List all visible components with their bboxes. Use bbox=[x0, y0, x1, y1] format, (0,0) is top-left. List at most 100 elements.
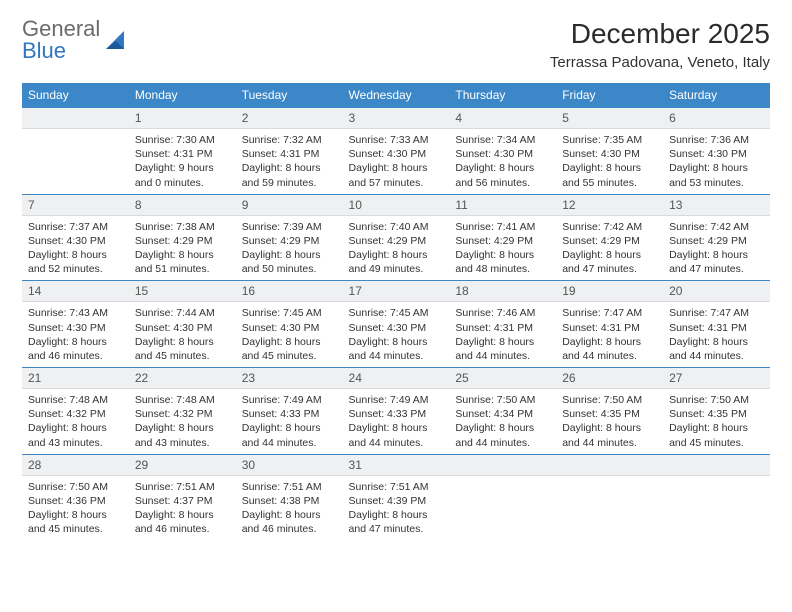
calendar-day-cell: 1Sunrise: 7:30 AMSunset: 4:31 PMDaylight… bbox=[129, 108, 236, 195]
calendar-day-cell: 25Sunrise: 7:50 AMSunset: 4:34 PMDayligh… bbox=[449, 368, 556, 455]
calendar-day-cell: 31Sunrise: 7:51 AMSunset: 4:39 PMDayligh… bbox=[343, 454, 450, 540]
day-number bbox=[22, 108, 129, 129]
day-number: 17 bbox=[343, 281, 450, 302]
calendar-day-cell bbox=[22, 108, 129, 195]
calendar-day-cell: 11Sunrise: 7:41 AMSunset: 4:29 PMDayligh… bbox=[449, 194, 556, 281]
day-number bbox=[449, 455, 556, 476]
day-details: Sunrise: 7:47 AMSunset: 4:31 PMDaylight:… bbox=[663, 302, 770, 367]
day-number: 26 bbox=[556, 368, 663, 389]
day-details: Sunrise: 7:51 AMSunset: 4:39 PMDaylight:… bbox=[343, 476, 450, 541]
day-number: 15 bbox=[129, 281, 236, 302]
day-details: Sunrise: 7:51 AMSunset: 4:37 PMDaylight:… bbox=[129, 476, 236, 541]
day-details: Sunrise: 7:44 AMSunset: 4:30 PMDaylight:… bbox=[129, 302, 236, 367]
calendar-day-cell: 7Sunrise: 7:37 AMSunset: 4:30 PMDaylight… bbox=[22, 194, 129, 281]
calendar-week-row: 28Sunrise: 7:50 AMSunset: 4:36 PMDayligh… bbox=[22, 454, 770, 540]
day-number: 10 bbox=[343, 195, 450, 216]
day-number: 6 bbox=[663, 108, 770, 129]
weekday-header: Wednesday bbox=[343, 83, 450, 108]
day-number: 13 bbox=[663, 195, 770, 216]
title-block: December 2025 Terrassa Padovana, Veneto,… bbox=[550, 18, 770, 71]
calendar-day-cell: 19Sunrise: 7:47 AMSunset: 4:31 PMDayligh… bbox=[556, 281, 663, 368]
calendar-day-cell bbox=[663, 454, 770, 540]
calendar-week-row: 1Sunrise: 7:30 AMSunset: 4:31 PMDaylight… bbox=[22, 108, 770, 195]
day-details: Sunrise: 7:38 AMSunset: 4:29 PMDaylight:… bbox=[129, 216, 236, 281]
day-details: Sunrise: 7:30 AMSunset: 4:31 PMDaylight:… bbox=[129, 129, 236, 194]
day-number: 5 bbox=[556, 108, 663, 129]
day-details: Sunrise: 7:48 AMSunset: 4:32 PMDaylight:… bbox=[129, 389, 236, 454]
calendar-day-cell: 14Sunrise: 7:43 AMSunset: 4:30 PMDayligh… bbox=[22, 281, 129, 368]
day-number: 16 bbox=[236, 281, 343, 302]
calendar-day-cell: 23Sunrise: 7:49 AMSunset: 4:33 PMDayligh… bbox=[236, 368, 343, 455]
calendar-day-cell: 5Sunrise: 7:35 AMSunset: 4:30 PMDaylight… bbox=[556, 108, 663, 195]
calendar-day-cell: 29Sunrise: 7:51 AMSunset: 4:37 PMDayligh… bbox=[129, 454, 236, 540]
logo-sail-icon bbox=[104, 27, 130, 53]
weekday-header: Friday bbox=[556, 83, 663, 108]
day-details: Sunrise: 7:45 AMSunset: 4:30 PMDaylight:… bbox=[236, 302, 343, 367]
day-details: Sunrise: 7:43 AMSunset: 4:30 PMDaylight:… bbox=[22, 302, 129, 367]
day-details: Sunrise: 7:48 AMSunset: 4:32 PMDaylight:… bbox=[22, 389, 129, 454]
calendar-day-cell: 8Sunrise: 7:38 AMSunset: 4:29 PMDaylight… bbox=[129, 194, 236, 281]
day-number: 11 bbox=[449, 195, 556, 216]
day-details: Sunrise: 7:50 AMSunset: 4:35 PMDaylight:… bbox=[663, 389, 770, 454]
calendar-day-cell: 12Sunrise: 7:42 AMSunset: 4:29 PMDayligh… bbox=[556, 194, 663, 281]
day-details: Sunrise: 7:40 AMSunset: 4:29 PMDaylight:… bbox=[343, 216, 450, 281]
calendar-table: SundayMondayTuesdayWednesdayThursdayFrid… bbox=[22, 83, 770, 540]
day-details: Sunrise: 7:50 AMSunset: 4:34 PMDaylight:… bbox=[449, 389, 556, 454]
weekday-header: Monday bbox=[129, 83, 236, 108]
calendar-day-cell bbox=[556, 454, 663, 540]
calendar-day-cell: 21Sunrise: 7:48 AMSunset: 4:32 PMDayligh… bbox=[22, 368, 129, 455]
day-details: Sunrise: 7:33 AMSunset: 4:30 PMDaylight:… bbox=[343, 129, 450, 194]
day-details: Sunrise: 7:34 AMSunset: 4:30 PMDaylight:… bbox=[449, 129, 556, 194]
day-details: Sunrise: 7:49 AMSunset: 4:33 PMDaylight:… bbox=[343, 389, 450, 454]
day-number: 31 bbox=[343, 455, 450, 476]
day-details: Sunrise: 7:50 AMSunset: 4:35 PMDaylight:… bbox=[556, 389, 663, 454]
calendar-day-cell: 17Sunrise: 7:45 AMSunset: 4:30 PMDayligh… bbox=[343, 281, 450, 368]
calendar-week-row: 7Sunrise: 7:37 AMSunset: 4:30 PMDaylight… bbox=[22, 194, 770, 281]
day-number: 19 bbox=[556, 281, 663, 302]
calendar-day-cell: 13Sunrise: 7:42 AMSunset: 4:29 PMDayligh… bbox=[663, 194, 770, 281]
calendar-day-cell: 28Sunrise: 7:50 AMSunset: 4:36 PMDayligh… bbox=[22, 454, 129, 540]
header: General Blue December 2025 Terrassa Pado… bbox=[22, 18, 770, 71]
day-number: 18 bbox=[449, 281, 556, 302]
calendar-day-cell: 2Sunrise: 7:32 AMSunset: 4:31 PMDaylight… bbox=[236, 108, 343, 195]
day-number: 14 bbox=[22, 281, 129, 302]
calendar-day-cell bbox=[449, 454, 556, 540]
day-number: 7 bbox=[22, 195, 129, 216]
day-number: 1 bbox=[129, 108, 236, 129]
day-number: 30 bbox=[236, 455, 343, 476]
day-details: Sunrise: 7:36 AMSunset: 4:30 PMDaylight:… bbox=[663, 129, 770, 194]
calendar-day-cell: 24Sunrise: 7:49 AMSunset: 4:33 PMDayligh… bbox=[343, 368, 450, 455]
weekday-header-row: SundayMondayTuesdayWednesdayThursdayFrid… bbox=[22, 83, 770, 108]
day-number: 27 bbox=[663, 368, 770, 389]
calendar-day-cell: 3Sunrise: 7:33 AMSunset: 4:30 PMDaylight… bbox=[343, 108, 450, 195]
weekday-header: Saturday bbox=[663, 83, 770, 108]
calendar-day-cell: 15Sunrise: 7:44 AMSunset: 4:30 PMDayligh… bbox=[129, 281, 236, 368]
day-details: Sunrise: 7:39 AMSunset: 4:29 PMDaylight:… bbox=[236, 216, 343, 281]
day-details: Sunrise: 7:42 AMSunset: 4:29 PMDaylight:… bbox=[663, 216, 770, 281]
day-number: 21 bbox=[22, 368, 129, 389]
day-number: 23 bbox=[236, 368, 343, 389]
day-number: 8 bbox=[129, 195, 236, 216]
calendar-week-row: 21Sunrise: 7:48 AMSunset: 4:32 PMDayligh… bbox=[22, 368, 770, 455]
calendar-day-cell: 16Sunrise: 7:45 AMSunset: 4:30 PMDayligh… bbox=[236, 281, 343, 368]
day-number: 2 bbox=[236, 108, 343, 129]
month-title: December 2025 bbox=[550, 18, 770, 50]
day-number: 29 bbox=[129, 455, 236, 476]
logo: General Blue bbox=[22, 18, 130, 62]
day-number: 9 bbox=[236, 195, 343, 216]
logo-text-2: Blue bbox=[22, 38, 66, 63]
day-number: 20 bbox=[663, 281, 770, 302]
day-details: Sunrise: 7:35 AMSunset: 4:30 PMDaylight:… bbox=[556, 129, 663, 194]
calendar-day-cell: 10Sunrise: 7:40 AMSunset: 4:29 PMDayligh… bbox=[343, 194, 450, 281]
calendar-day-cell: 27Sunrise: 7:50 AMSunset: 4:35 PMDayligh… bbox=[663, 368, 770, 455]
day-details: Sunrise: 7:41 AMSunset: 4:29 PMDaylight:… bbox=[449, 216, 556, 281]
calendar-day-cell: 4Sunrise: 7:34 AMSunset: 4:30 PMDaylight… bbox=[449, 108, 556, 195]
day-details: Sunrise: 7:42 AMSunset: 4:29 PMDaylight:… bbox=[556, 216, 663, 281]
day-number bbox=[663, 455, 770, 476]
day-details: Sunrise: 7:32 AMSunset: 4:31 PMDaylight:… bbox=[236, 129, 343, 194]
calendar-day-cell: 9Sunrise: 7:39 AMSunset: 4:29 PMDaylight… bbox=[236, 194, 343, 281]
day-number: 25 bbox=[449, 368, 556, 389]
day-details: Sunrise: 7:46 AMSunset: 4:31 PMDaylight:… bbox=[449, 302, 556, 367]
weekday-header: Sunday bbox=[22, 83, 129, 108]
weekday-header: Thursday bbox=[449, 83, 556, 108]
